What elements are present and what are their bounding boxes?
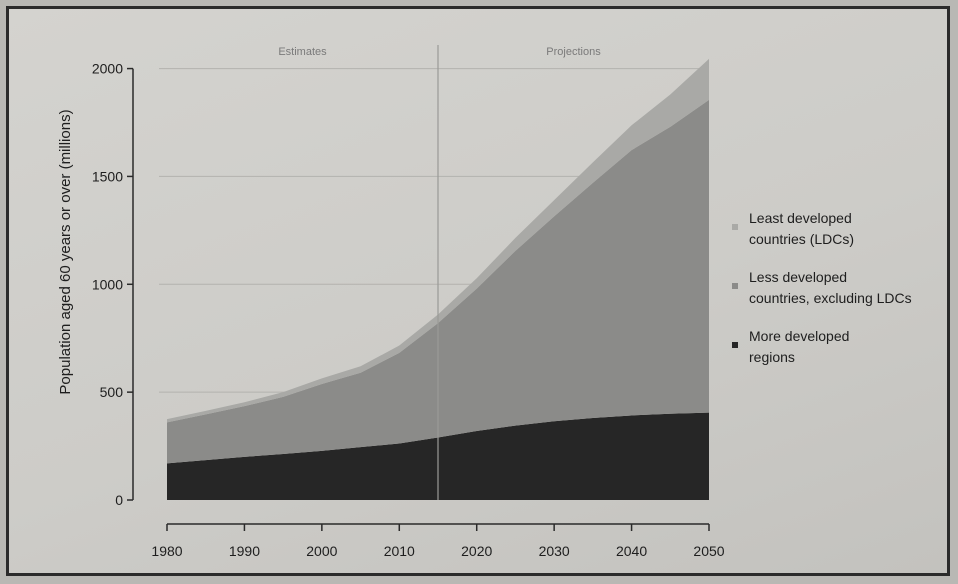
legend-swatch	[732, 283, 738, 289]
legend: Least developed countries (LDCs) Less deve…	[732, 210, 912, 365]
y-tick-label: 0	[115, 492, 123, 508]
period-label: Estimates	[278, 46, 327, 58]
legend-entry: Least developed countries (LDCs)	[749, 210, 854, 247]
x-tick-label: 2010	[384, 543, 415, 559]
x-tick-label: 2050	[693, 543, 724, 559]
legend-entry: More developed regions	[749, 328, 849, 365]
stacked-area-chart: Estimates Projections 0 500 1000 1500 2000 198…	[57, 45, 912, 559]
area-less-developed-countries-excluding-ldcs	[167, 99, 709, 464]
y-tick-label: 1500	[92, 168, 123, 184]
y-tick-label: 1000	[92, 276, 123, 292]
legend-entry: Less developed countries, excluding LDCs	[749, 269, 912, 306]
axes: 0 500 1000 1500 2000 1980 1990 2000 2010 2020 2030…	[92, 61, 725, 559]
x-tick-label: 2000	[306, 543, 337, 559]
y-tick-label: 2000	[92, 61, 123, 77]
chart-page: Estimates Projections 0 500 1000 1500 2000 198…	[6, 6, 950, 576]
legend-swatch	[732, 342, 738, 348]
x-tick-label: 2030	[539, 543, 570, 559]
x-tick-label: 1990	[229, 543, 260, 559]
x-tick-label: 2040	[616, 543, 647, 559]
x-tick-label: 1980	[151, 543, 182, 559]
y-tick-label: 500	[100, 384, 124, 400]
x-tick-label: 2020	[461, 543, 492, 559]
period-divider: Estimates Projections	[278, 45, 601, 500]
legend-swatch	[732, 224, 738, 230]
y-axis-label: Population aged 60 years or over (millio…	[57, 109, 74, 394]
period-label: Projections	[546, 46, 601, 58]
